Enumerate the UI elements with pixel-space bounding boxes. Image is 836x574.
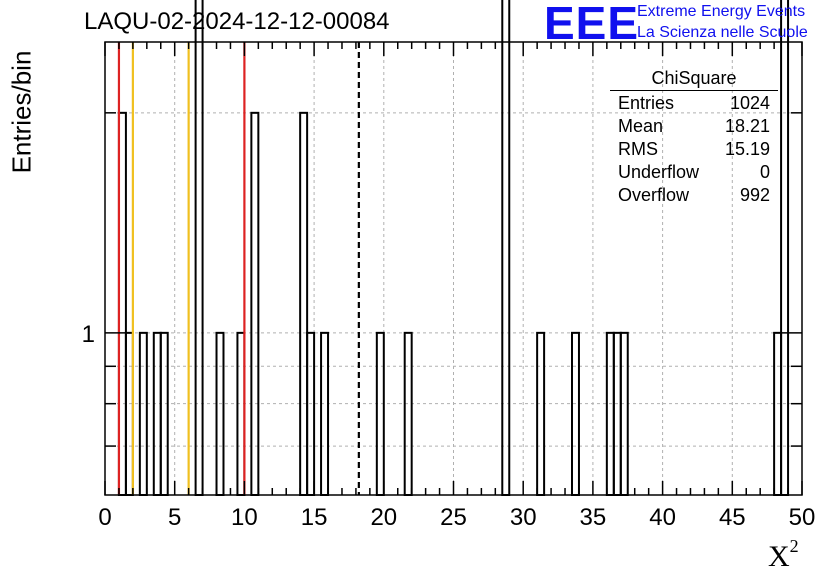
histogram-bin	[215, 331, 225, 497]
x-axis-label-superscript: 2	[789, 536, 799, 556]
stats-box-name: ChiSquare	[610, 68, 778, 91]
histogram-bin	[536, 331, 546, 497]
y-axis-label: Entries/bin	[6, 50, 37, 174]
histogram-bin	[612, 331, 622, 497]
stats-row-underflow: Underflow 0	[610, 161, 778, 184]
stats-value: 992	[739, 185, 770, 205]
histogram-bin	[299, 111, 309, 496]
histogram-bin	[152, 331, 162, 497]
histogram-bin	[159, 331, 169, 497]
stats-label: Mean	[618, 116, 664, 136]
x-tick-label: 50	[789, 504, 816, 531]
stats-value: 15.19	[724, 139, 770, 159]
x-tick-label: 40	[649, 504, 676, 531]
histogram-bin	[138, 331, 148, 497]
stats-value: 0	[759, 162, 770, 182]
x-tick-label: 30	[510, 504, 537, 531]
x-tick-label: 5	[168, 504, 181, 531]
chart-title: LAQU-02-2024-12-12-00084	[84, 8, 390, 35]
histogram-bin	[501, 0, 511, 496]
histogram-bin	[320, 331, 330, 497]
histogram-bin	[619, 331, 629, 497]
x-axis-label: X2	[768, 536, 799, 574]
histogram-bin	[306, 331, 316, 497]
stats-label: Entries	[618, 93, 675, 113]
histogram-bin	[780, 0, 790, 496]
x-tick-label: 35	[580, 504, 607, 531]
y-tick-label: 1	[82, 321, 95, 348]
x-tick-label: 10	[231, 504, 258, 531]
histogram-bin	[250, 111, 260, 496]
histogram-bin	[403, 331, 413, 497]
stats-value: 1024	[729, 93, 770, 113]
stats-row-entries: Entries 1024	[610, 92, 778, 115]
histogram-bin	[773, 331, 783, 497]
stats-label: RMS	[618, 139, 658, 159]
histogram-bin	[194, 0, 204, 496]
logo-line-2: La Scienza nelle Scuole	[637, 24, 808, 41]
x-tick-label: 20	[370, 504, 397, 531]
histogram-bin	[605, 331, 615, 497]
eee-logo: EEE	[544, 0, 640, 49]
stats-row-overflow: Overflow 992	[610, 184, 778, 207]
stats-label: Underflow	[618, 162, 700, 182]
stats-row-mean: Mean 18.21	[610, 115, 778, 138]
stats-label: Overflow	[618, 185, 690, 205]
x-axis-label-base: X	[768, 540, 790, 573]
histogram-bin	[375, 331, 385, 497]
stats-box: ChiSquare Entries 1024 Mean 18.21 RMS 15…	[610, 68, 778, 207]
stats-row-rms: RMS 15.19	[610, 138, 778, 161]
stats-value: 18.21	[724, 116, 770, 136]
x-tick-label: 0	[98, 504, 111, 531]
logo-line-1: Extreme Energy Events	[637, 3, 806, 20]
x-tick-label: 25	[440, 504, 467, 531]
x-tick-label: 15	[301, 504, 328, 531]
x-tick-label: 45	[719, 504, 746, 531]
histogram-bin	[570, 331, 580, 497]
